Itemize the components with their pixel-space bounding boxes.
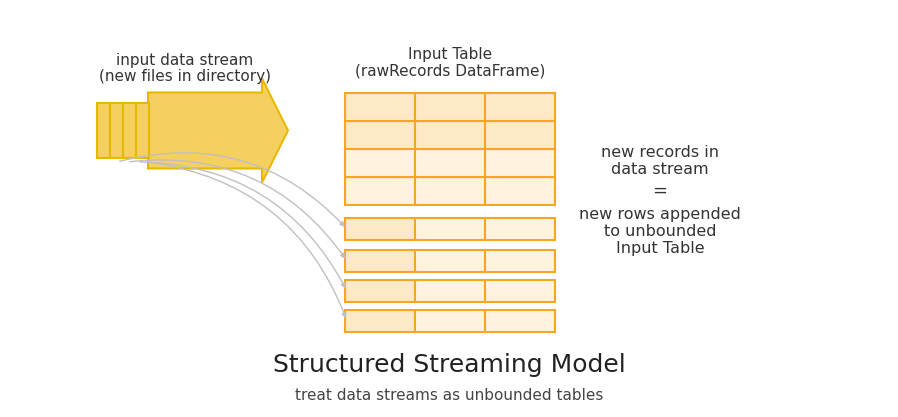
Bar	[345, 149, 415, 177]
Bar	[415, 177, 485, 205]
Bar	[415, 310, 485, 332]
Bar	[415, 121, 485, 149]
Bar	[485, 250, 555, 272]
Bar	[97, 103, 110, 158]
Bar	[415, 93, 485, 121]
Text: input data stream: input data stream	[117, 53, 253, 68]
Bar	[485, 177, 555, 205]
Bar	[110, 103, 123, 158]
Bar	[485, 121, 555, 149]
Text: to unbounded: to unbounded	[603, 224, 717, 239]
Text: new records in: new records in	[601, 145, 719, 160]
Bar	[485, 149, 555, 177]
Text: (new files in directory): (new files in directory)	[99, 69, 271, 84]
Text: =: =	[653, 182, 667, 200]
Text: (rawRecords DataFrame): (rawRecords DataFrame)	[355, 63, 545, 78]
Bar	[345, 177, 415, 205]
Text: treat data streams as unbounded tables: treat data streams as unbounded tables	[295, 387, 603, 402]
Bar	[345, 93, 415, 121]
Polygon shape	[148, 78, 288, 183]
Text: new rows appended: new rows appended	[579, 207, 741, 222]
Text: Structured Streaming Model: Structured Streaming Model	[273, 353, 625, 377]
Bar	[345, 121, 415, 149]
Bar	[485, 280, 555, 302]
Bar	[415, 149, 485, 177]
Bar	[345, 310, 415, 332]
Bar	[485, 93, 555, 121]
Bar	[123, 103, 136, 158]
Text: data stream: data stream	[612, 162, 709, 177]
Bar	[485, 218, 555, 240]
Bar	[345, 250, 415, 272]
Bar	[415, 218, 485, 240]
Bar	[345, 218, 415, 240]
Bar	[415, 280, 485, 302]
Bar	[485, 310, 555, 332]
Bar	[415, 250, 485, 272]
Bar	[345, 280, 415, 302]
Bar	[136, 103, 149, 158]
Text: Input Table: Input Table	[616, 241, 704, 256]
Text: Input Table: Input Table	[408, 47, 492, 62]
